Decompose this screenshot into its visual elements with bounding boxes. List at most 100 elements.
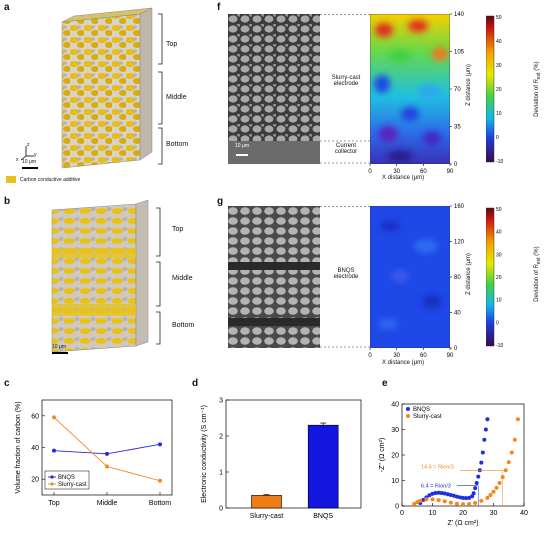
colorbar-g-label-main: Deviation of R	[533, 264, 540, 302]
data-point-Slurry-cast	[412, 501, 417, 506]
heatmap-f	[370, 14, 450, 164]
y-tick-label: 0	[454, 162, 458, 168]
panel-letter-e: e	[382, 378, 388, 389]
data-point-Slurry-cast	[442, 499, 447, 504]
y-tick-label: 20	[31, 477, 39, 484]
x-tick-label: 60	[420, 169, 427, 175]
scale-bar-b-label: 10 μm	[52, 344, 66, 350]
legend-marker	[406, 414, 410, 418]
data-point-BNQS	[482, 437, 487, 442]
heatmap-f-blobs	[374, 20, 448, 162]
x-tick-label: 30	[490, 510, 498, 517]
data-point-Slurry-cast	[461, 502, 465, 507]
y-axis-label: -Z" (Ω cm²)	[379, 438, 386, 473]
heatmap-f-xlabel: X distance (μm)	[382, 175, 425, 181]
region-label-middle-b: Middle	[172, 275, 193, 282]
data-point-BNQS	[461, 495, 465, 500]
axis-z-label: z	[27, 142, 30, 148]
y-tick-label: 1	[219, 470, 223, 477]
y-axis-label: Volume fraction of carbon (%)	[15, 401, 22, 493]
data-point-BNQS	[451, 493, 456, 498]
x-tick-label: 30	[393, 353, 400, 359]
bracket-b-middle	[156, 261, 161, 307]
x-axis-label: Z' (Ω cm²)	[447, 520, 478, 527]
panel-g-dashed-guides	[320, 206, 370, 348]
data-point-Slurry-cast	[430, 497, 435, 502]
colorbar-g-label: Deviation of Rext (%)	[534, 224, 542, 324]
sem-g-region	[228, 206, 320, 348]
data-point-BNQS	[467, 495, 472, 500]
y-tick-label: 60	[31, 413, 39, 420]
current-collector-label: Current collector	[323, 143, 369, 155]
legend-box	[44, 470, 90, 490]
data-point-Slurry-cast	[515, 417, 520, 422]
data-point-BNQS	[457, 495, 462, 500]
y-tick-label: 120	[454, 240, 465, 246]
sem-electrode-region	[228, 14, 320, 141]
y-tick-label: 70	[454, 87, 461, 93]
colorbar-tick-label: 10	[496, 298, 502, 304]
data-point-Slurry-cast	[436, 498, 441, 503]
colorbar-tick-label: 30	[496, 252, 502, 258]
data-point-BNQS	[433, 490, 438, 495]
y-tick-label: 80	[454, 275, 461, 281]
data-point-Slurry-cast	[454, 501, 459, 506]
data-point-BNQS	[427, 493, 432, 498]
panel-letter-f: f	[217, 2, 221, 13]
data-point-BNQS	[480, 450, 485, 455]
colorbar-tick-label: 0	[496, 135, 499, 141]
y-tick-label: 30	[391, 427, 399, 434]
axes-glyph	[20, 146, 34, 161]
region-label-bottom-b: Bottom	[172, 322, 195, 329]
data-point-Slurry-cast	[503, 468, 508, 473]
x-tick-label: 60	[420, 353, 427, 359]
y-tick-label: 40	[391, 402, 399, 409]
colorbar-tick-label: 20	[496, 87, 502, 93]
region-label-top-a: Top	[166, 41, 178, 48]
data-point-BNQS	[442, 491, 447, 496]
colorbar-tick-label: 10	[496, 111, 502, 117]
volume-top-face	[61, 7, 153, 23]
data-point-BNQS	[483, 427, 488, 432]
y-tick-label: 160	[454, 204, 465, 210]
bar-Slurry-cast	[251, 495, 282, 509]
colorbar-f-gradient	[486, 15, 495, 163]
scale-bar-a	[22, 167, 38, 169]
data-point-Slurry-cast	[158, 478, 162, 483]
colorbar-tick-label: 40	[496, 39, 502, 45]
colorbar-tick-label: 50	[496, 15, 502, 21]
y-tick-label: 105	[454, 50, 465, 56]
bnqs-electrode-label: BNQS electrode	[323, 268, 369, 280]
x-tick-label: 0	[400, 510, 404, 517]
colorbar-g	[486, 207, 495, 347]
data-point-Slurry-cast	[418, 498, 423, 503]
volume-b-side-face	[135, 199, 149, 347]
colorbar-tick-label: 20	[496, 275, 502, 281]
data-point-Slurry-cast	[415, 500, 420, 505]
colorbar-f-label-unit: (%)	[533, 61, 540, 73]
x-tick-label: 0	[368, 353, 372, 359]
colorbar-tick-label: 30	[496, 63, 502, 69]
y-tick-label: 20	[391, 453, 399, 460]
data-point-BNQS	[439, 490, 444, 495]
heatmap-g-blobs	[378, 220, 442, 330]
panel-f-dashed-guides	[320, 14, 370, 164]
legend-label: BNQS	[58, 475, 75, 481]
bracket-b-top	[156, 207, 161, 257]
current-collector-label-line2: collector	[334, 149, 358, 155]
sem-g-band-2	[228, 318, 320, 326]
region-label-top-b: Top	[172, 226, 184, 233]
panel-letter-d: d	[192, 378, 199, 389]
legend-label: Slurry-cast	[58, 482, 87, 488]
panel-letter-b: b	[4, 196, 11, 207]
panel-letter-a: a	[4, 2, 10, 13]
bar-BNQS	[307, 424, 339, 509]
colorbar-g-label-unit: (%)	[533, 246, 540, 258]
annotation-bnqs: 6.4 = Rion/3	[421, 484, 451, 490]
colorbar-tick-label: 40	[496, 230, 502, 236]
panel-b-volume-render	[51, 199, 161, 354]
data-point-BNQS	[485, 417, 490, 422]
bnqs-electrode-label-line1: BNQS	[337, 268, 355, 274]
colorbar-g-label-sub: ext	[536, 257, 543, 265]
panel-a-volume-render	[6, 7, 163, 183]
